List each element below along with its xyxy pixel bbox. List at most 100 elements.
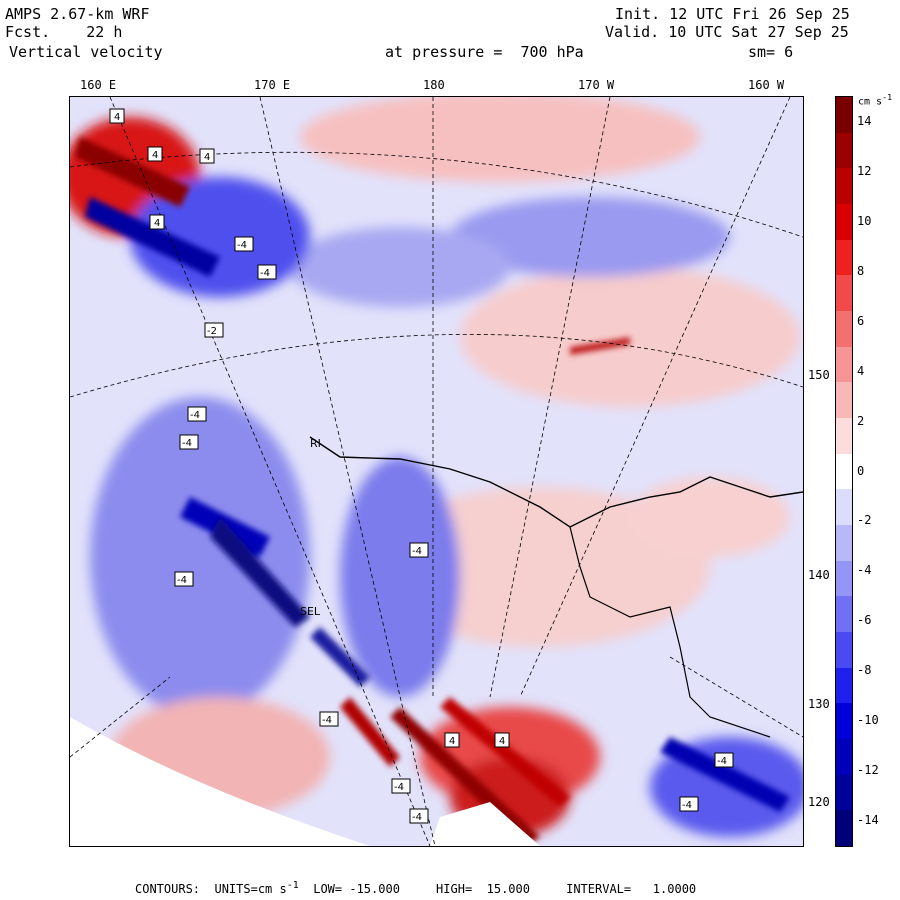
valid-time: Valid. 10 UTC Sat 27 Sep 25 xyxy=(605,23,849,41)
colorbar-segment xyxy=(836,346,852,383)
field-name: Vertical velocity xyxy=(9,43,163,61)
intense-stripes xyxy=(75,137,790,845)
colorbar xyxy=(835,96,853,847)
colorbar-segment xyxy=(836,667,852,704)
colorbar-segment xyxy=(836,204,852,241)
lon-label-170w: 170 W xyxy=(578,78,615,92)
colorbar-tick-label: -4 xyxy=(857,563,872,578)
colorbar-segment xyxy=(836,418,852,455)
contour-label-1: 4 xyxy=(109,108,125,124)
colorbar-segment xyxy=(836,489,852,526)
contour-label-3: 4 xyxy=(199,148,215,164)
colorbar-segment xyxy=(836,810,852,847)
svg-text:4: 4 xyxy=(449,736,455,747)
contour-label-15: -4 xyxy=(391,778,411,794)
footer-units: CONTOURS: UNITS=cm s xyxy=(135,882,287,896)
svg-text:-4: -4 xyxy=(412,546,422,557)
svg-text:-4: -4 xyxy=(260,268,270,279)
stripe-red-3 xyxy=(570,337,630,355)
meridian-170e xyxy=(259,97,436,846)
colorbar-segment xyxy=(836,382,852,419)
colorbar-segment xyxy=(836,311,852,348)
smoothing-label: sm= 6 xyxy=(748,43,794,61)
colorbar-segment xyxy=(836,132,852,169)
forecast-hour: Fcst. 22 h xyxy=(5,23,123,41)
parallel-4 xyxy=(669,656,803,738)
contour-label-6: -4 xyxy=(257,264,277,280)
colorbar-tick-label: -12 xyxy=(857,763,879,778)
colorbar-tick-label: 12 xyxy=(857,163,872,178)
colorbar-segment xyxy=(836,703,852,740)
patch-pink-north xyxy=(300,97,700,182)
meridian-170w xyxy=(489,97,611,698)
stripe-darkblue-4 xyxy=(660,737,790,812)
vertical-velocity-map: RI SEL 4 4 4 4 -4 -4 -2 -4 -4 -4 -4 -4 4… xyxy=(69,96,804,847)
stripe-red-1 xyxy=(340,697,400,767)
colorbar-tick-label: -6 xyxy=(857,613,872,628)
contour-label-17: -4 xyxy=(714,752,734,768)
contour-label-7: -2 xyxy=(204,322,224,338)
contour-label-10: -4 xyxy=(409,542,429,558)
coastline-east xyxy=(569,526,771,738)
contour-label-11: -4 xyxy=(174,571,194,587)
colorbar-segment xyxy=(836,168,852,205)
svg-text:-4: -4 xyxy=(182,438,192,449)
colorbar-tick-label: 4 xyxy=(857,363,865,378)
coastline xyxy=(309,436,803,528)
svg-text:4: 4 xyxy=(114,112,120,123)
svg-text:-4: -4 xyxy=(322,715,332,726)
footer-interval: INTERVAL= 1.0000 xyxy=(566,882,697,896)
colorbar-tick-label: 8 xyxy=(857,263,865,278)
colorbar-tick-label: 10 xyxy=(857,213,872,228)
init-time: Init. 12 UTC Fri 26 Sep 25 xyxy=(615,5,850,23)
stripe-darkblue-5 xyxy=(310,627,370,687)
stripe-darkred-2 xyxy=(390,707,540,845)
colorbar-segment xyxy=(836,596,852,633)
lon-label-180: 180 xyxy=(423,78,445,92)
stripe-darkblue-1 xyxy=(85,197,220,277)
contour-label-14: 4 xyxy=(494,732,510,748)
colorbar-unit: cm s-1 xyxy=(858,92,893,108)
footer-low: LOW= -15.000 xyxy=(313,882,400,896)
colorbar-segment xyxy=(836,453,852,490)
station-label-ri: RI xyxy=(310,437,321,450)
svg-text:-4: -4 xyxy=(237,240,247,251)
contour-label-18: -4 xyxy=(679,796,699,812)
colorbar-unit-exponent: -1 xyxy=(882,92,893,102)
patch-pink-coast xyxy=(630,477,790,557)
contour-labels: 4 4 4 4 -4 -4 -2 -4 -4 -4 -4 -4 4 4 -4 -… xyxy=(109,108,734,824)
footer-high: HIGH= 15.000 xyxy=(436,882,530,896)
colorbar-segment xyxy=(836,560,852,597)
contour-label-13: 4 xyxy=(444,732,460,748)
map-canvas: RI SEL 4 4 4 4 -4 -4 -2 -4 -4 -4 -4 -4 4… xyxy=(70,97,803,846)
outside-domain-south xyxy=(430,802,540,846)
colorbar-tick-label: -14 xyxy=(857,813,879,828)
colorbar-tick-label: -10 xyxy=(857,713,879,728)
lon-label-160e: 160 E xyxy=(80,78,117,92)
field-patches xyxy=(70,97,803,837)
contour-label-5: -4 xyxy=(234,236,254,252)
patch-blue-north xyxy=(290,227,510,307)
colorbar-segment xyxy=(836,97,852,134)
contour-label-9: -4 xyxy=(179,434,199,450)
footer-contours: CONTOURS: UNITS=cm s-1 LOW= -15.000 HIGH… xyxy=(135,880,696,896)
stripe-darkblue-3 xyxy=(210,517,310,627)
svg-text:-4: -4 xyxy=(412,812,422,823)
stripe-darkred-1 xyxy=(75,137,190,207)
colorbar-segment xyxy=(836,275,852,312)
pressure-level: at pressure = 700 hPa xyxy=(385,43,584,61)
svg-text:4: 4 xyxy=(204,152,210,163)
contour-label-4: 4 xyxy=(149,214,165,230)
station-label-sel: SEL xyxy=(300,605,321,618)
svg-text:-4: -4 xyxy=(177,575,187,586)
colorbar-segment xyxy=(836,632,852,669)
svg-text:-4: -4 xyxy=(682,800,692,811)
parallel-3 xyxy=(70,676,171,758)
outside-domain-southwest xyxy=(70,717,370,846)
contour-label-8: -4 xyxy=(187,406,207,422)
colorbar-segment xyxy=(836,239,852,276)
svg-text:-2: -2 xyxy=(207,326,217,337)
footer-units-exp: -1 xyxy=(286,880,299,891)
colorbar-tick-label: 0 xyxy=(857,463,865,478)
colorbar-tick-label: -8 xyxy=(857,663,872,678)
